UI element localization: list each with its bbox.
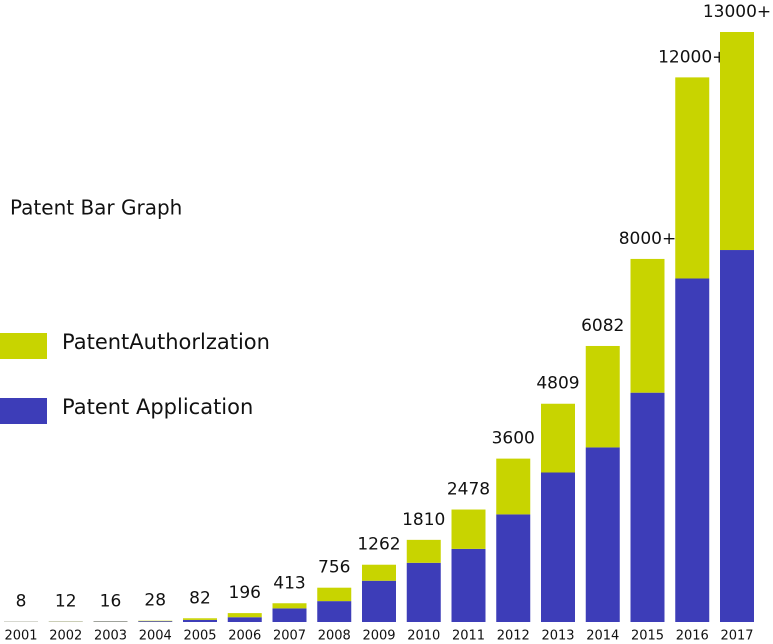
total-label: 13000+ (703, 2, 771, 22)
x-tick-label: 2017 (720, 629, 753, 644)
bar-segment (496, 458, 531, 515)
total-label: 3600 (492, 429, 535, 449)
bar-segment (272, 608, 307, 622)
x-tick-label: 2013 (541, 629, 574, 644)
legend-label: PatentAuthorlzation (62, 330, 270, 354)
bar-segment (317, 601, 352, 622)
x-tick-label: 2010 (407, 629, 440, 644)
bar-segment (362, 580, 396, 622)
total-label: 2478 (447, 480, 490, 500)
total-label: 6082 (581, 316, 624, 336)
bar-segment (496, 514, 531, 622)
total-label: 4809 (536, 374, 579, 394)
total-label: 82 (189, 588, 211, 608)
bar-segment (138, 621, 173, 622)
bar-segment (227, 613, 262, 618)
total-label: 28 (144, 591, 166, 611)
bar-segment (720, 32, 754, 251)
bar-segment (585, 447, 620, 622)
legend-swatch (0, 398, 47, 424)
bar-segment (183, 618, 217, 620)
chart-title: Patent Bar Graph (10, 196, 182, 220)
total-label: 413 (273, 573, 305, 593)
bar-segment (406, 539, 441, 563)
x-tick-label: 2016 (676, 629, 709, 644)
bar-segment (630, 258, 665, 393)
total-label: 1262 (357, 535, 400, 555)
x-tick-label: 2015 (631, 629, 664, 644)
bar-segment (406, 562, 441, 622)
total-label: 12 (55, 591, 77, 611)
bar-segment (451, 548, 486, 622)
x-tick-label: 2012 (497, 629, 530, 644)
bar-segment (272, 603, 307, 609)
x-tick-label: 2006 (228, 629, 261, 644)
bar-segment (541, 472, 575, 622)
total-label: 16 (100, 591, 122, 611)
bar-segment (630, 392, 665, 622)
bar-segment (317, 587, 352, 602)
total-label: 196 (229, 583, 261, 603)
x-tick-label: 2001 (4, 629, 37, 644)
bar-segment (675, 278, 710, 622)
bar-segment (720, 250, 754, 622)
total-label: 12000+ (658, 47, 726, 67)
bar-segment (227, 617, 262, 622)
bar-segment (451, 509, 486, 549)
bar-segment (585, 345, 620, 448)
x-tick-label: 2008 (318, 629, 351, 644)
bar-segment (183, 619, 217, 622)
legend-label: Patent Application (62, 395, 253, 419)
x-tick-label: 2002 (49, 629, 82, 644)
x-tick-label: 2004 (139, 629, 172, 644)
total-label: 8000+ (619, 229, 677, 249)
x-tick-label: 2003 (94, 629, 127, 644)
bar-segment (675, 77, 710, 279)
x-tick-label: 2011 (452, 629, 485, 644)
x-tick-label: 2014 (586, 629, 619, 644)
legend-swatch (0, 333, 47, 359)
x-tick-label: 2005 (183, 629, 216, 644)
total-label: 1810 (402, 510, 445, 530)
bar-segment (362, 564, 396, 581)
total-label: 756 (318, 558, 350, 578)
x-tick-label: 2009 (362, 629, 395, 644)
x-tick-label: 2007 (273, 629, 306, 644)
total-label: 8 (16, 592, 27, 612)
bar-segment (541, 403, 575, 473)
